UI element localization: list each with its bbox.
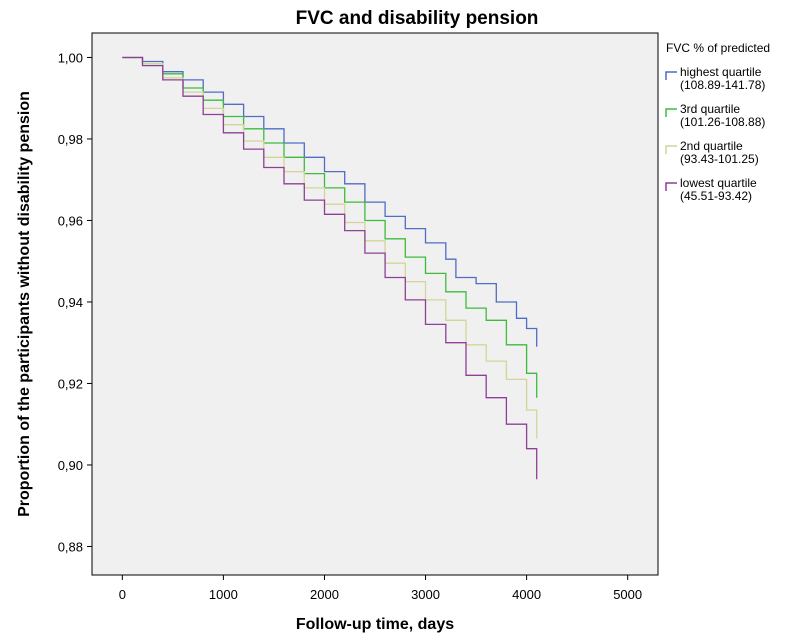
legend-range: (45.51-93.42) [680, 189, 752, 203]
legend-range: (108.89-141.78) [680, 78, 765, 92]
legend-label: lowest quartile [680, 176, 757, 190]
x-tick-label: 1000 [209, 587, 238, 602]
legend-title: FVC % of predicted [666, 41, 770, 55]
x-tick-label: 2000 [310, 587, 339, 602]
y-tick-label: 0,90 [58, 458, 83, 473]
legend-label: 2nd quartile [680, 139, 743, 153]
legend-swatch-1 [666, 72, 677, 80]
legend-swatch-2 [666, 109, 677, 117]
legend-range: (101.26-108.88) [680, 115, 765, 129]
legend: highest quartile(108.89-141.78) 3rd quart… [666, 65, 765, 203]
y-tick-label: 0,94 [58, 295, 83, 310]
x-tick-label: 3000 [411, 587, 440, 602]
x-tick-label: 4000 [512, 587, 541, 602]
y-tick-label: 0,96 [58, 213, 83, 228]
legend-swatch-3 [666, 146, 677, 154]
legend-label: highest quartile [680, 65, 762, 79]
y-tick-label: 0,98 [58, 132, 83, 147]
y-tick-label: 1,00 [58, 50, 83, 65]
y-tick-label: 0,88 [58, 539, 83, 554]
y-tick-label: 0,92 [58, 376, 83, 391]
y-axis-title: Proportion of the participants without d… [16, 91, 33, 517]
chart-title: FVC and disability pension [296, 8, 539, 29]
x-tick-label: 0 [119, 587, 126, 602]
legend-range: (93.43-101.25) [680, 152, 759, 166]
x-tick-label: 5000 [613, 587, 642, 602]
legend-label: 3rd quartile [680, 102, 740, 116]
plot-area [92, 33, 658, 575]
x-axis-title: Follow-up time, days [296, 616, 454, 633]
legend-swatch-4 [666, 183, 677, 191]
